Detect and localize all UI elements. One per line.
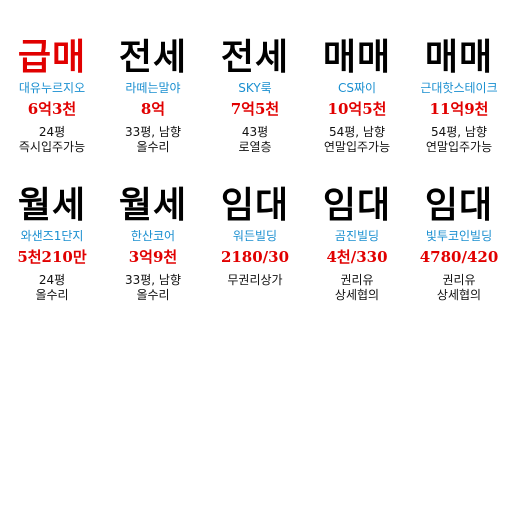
listing-name: 곰진빌딩 [334, 229, 380, 243]
listing-price: 5천210만 [17, 248, 87, 266]
listing-type: 임대 [322, 185, 392, 226]
listing-name: CS짜이 [337, 81, 377, 95]
listing-price: 6억3천 [27, 100, 77, 118]
listing-detail: 24평 즉시입주가능 [18, 125, 86, 154]
listing-detail: 권리유 상세협의 [436, 273, 482, 302]
listing-card[interactable]: 월세 와샌즈1단지 5천210만 24평 올수리 [2, 184, 102, 303]
listing-card[interactable]: 임대 곰진빌딩 4천/330 권리유 상세협의 [307, 184, 407, 303]
listing-type: 매매 [424, 37, 494, 78]
listing-price: 4780/420 [419, 248, 499, 266]
listing-card[interactable]: 매매 근대핫스테이크 11억9천 54평, 남향 연말입주가능 [409, 36, 509, 155]
listing-type: 전세 [118, 37, 188, 78]
listing-name: 와샌즈1단지 [20, 229, 84, 243]
listing-name: 워든빌딩 [232, 229, 278, 243]
listing-name: 근대핫스테이크 [420, 81, 498, 95]
listing-card[interactable]: 급매 대유누르지오 6억3천 24평 즉시입주가능 [2, 36, 102, 155]
listing-price: 10억5천 [327, 100, 387, 118]
listing-price: 11억9천 [429, 100, 489, 118]
listing-name: 빛투코인빌딩 [425, 229, 493, 243]
listing-detail: 33평, 남향 올수리 [124, 125, 182, 154]
listing-name: 대유누르지오 [18, 81, 86, 95]
listing-card[interactable]: 월세 한산코어 3억9천 33평, 남향 올수리 [103, 184, 203, 303]
listing-detail: 54평, 남향 연말입주가능 [323, 125, 391, 154]
listing-detail: 무권리상가 [227, 273, 283, 287]
listing-price: 2180/30 [220, 248, 290, 266]
listing-card[interactable]: 임대 빛투코인빌딩 4780/420 권리유 상세협의 [409, 184, 509, 303]
listing-card[interactable]: 매매 CS짜이 10억5천 54평, 남향 연말입주가능 [307, 36, 407, 155]
listing-detail: 권리유 상세협의 [334, 273, 380, 302]
listing-card[interactable]: 전세 SKY룩 7억5천 43평 로열층 [205, 36, 305, 155]
listing-type: 매매 [322, 37, 392, 78]
listing-row-2: 월세 와샌즈1단지 5천210만 24평 올수리 월세 한산코어 3억9천 33… [0, 184, 512, 334]
listing-type: 임대 [220, 185, 290, 226]
listing-price: 3억9천 [128, 248, 178, 266]
listing-type: 월세 [17, 185, 87, 226]
listing-type: 전세 [220, 37, 290, 78]
listing-name: 한산코어 [130, 229, 176, 243]
listing-card[interactable]: 임대 워든빌딩 2180/30 무권리상가 [205, 184, 305, 288]
listing-name: SKY룩 [238, 81, 272, 95]
listing-type: 급매 [17, 37, 87, 78]
listing-price: 7억5천 [230, 100, 280, 118]
listing-detail: 33평, 남향 올수리 [124, 273, 182, 302]
listing-detail: 24평 올수리 [35, 273, 69, 302]
listing-row-1: 급매 대유누르지오 6억3천 24평 즉시입주가능 전세 라떼는말야 8억 33… [0, 36, 512, 186]
listing-type: 임대 [424, 185, 494, 226]
listing-card[interactable]: 전세 라떼는말야 8억 33평, 남향 올수리 [103, 36, 203, 155]
listing-name: 라떼는말야 [125, 81, 181, 95]
listing-type: 월세 [118, 185, 188, 226]
listing-price: 4천/330 [326, 248, 388, 266]
listing-detail: 54평, 남향 연말입주가능 [425, 125, 493, 154]
listing-price: 8억 [140, 100, 166, 118]
listing-detail: 43평 로열층 [238, 125, 272, 154]
